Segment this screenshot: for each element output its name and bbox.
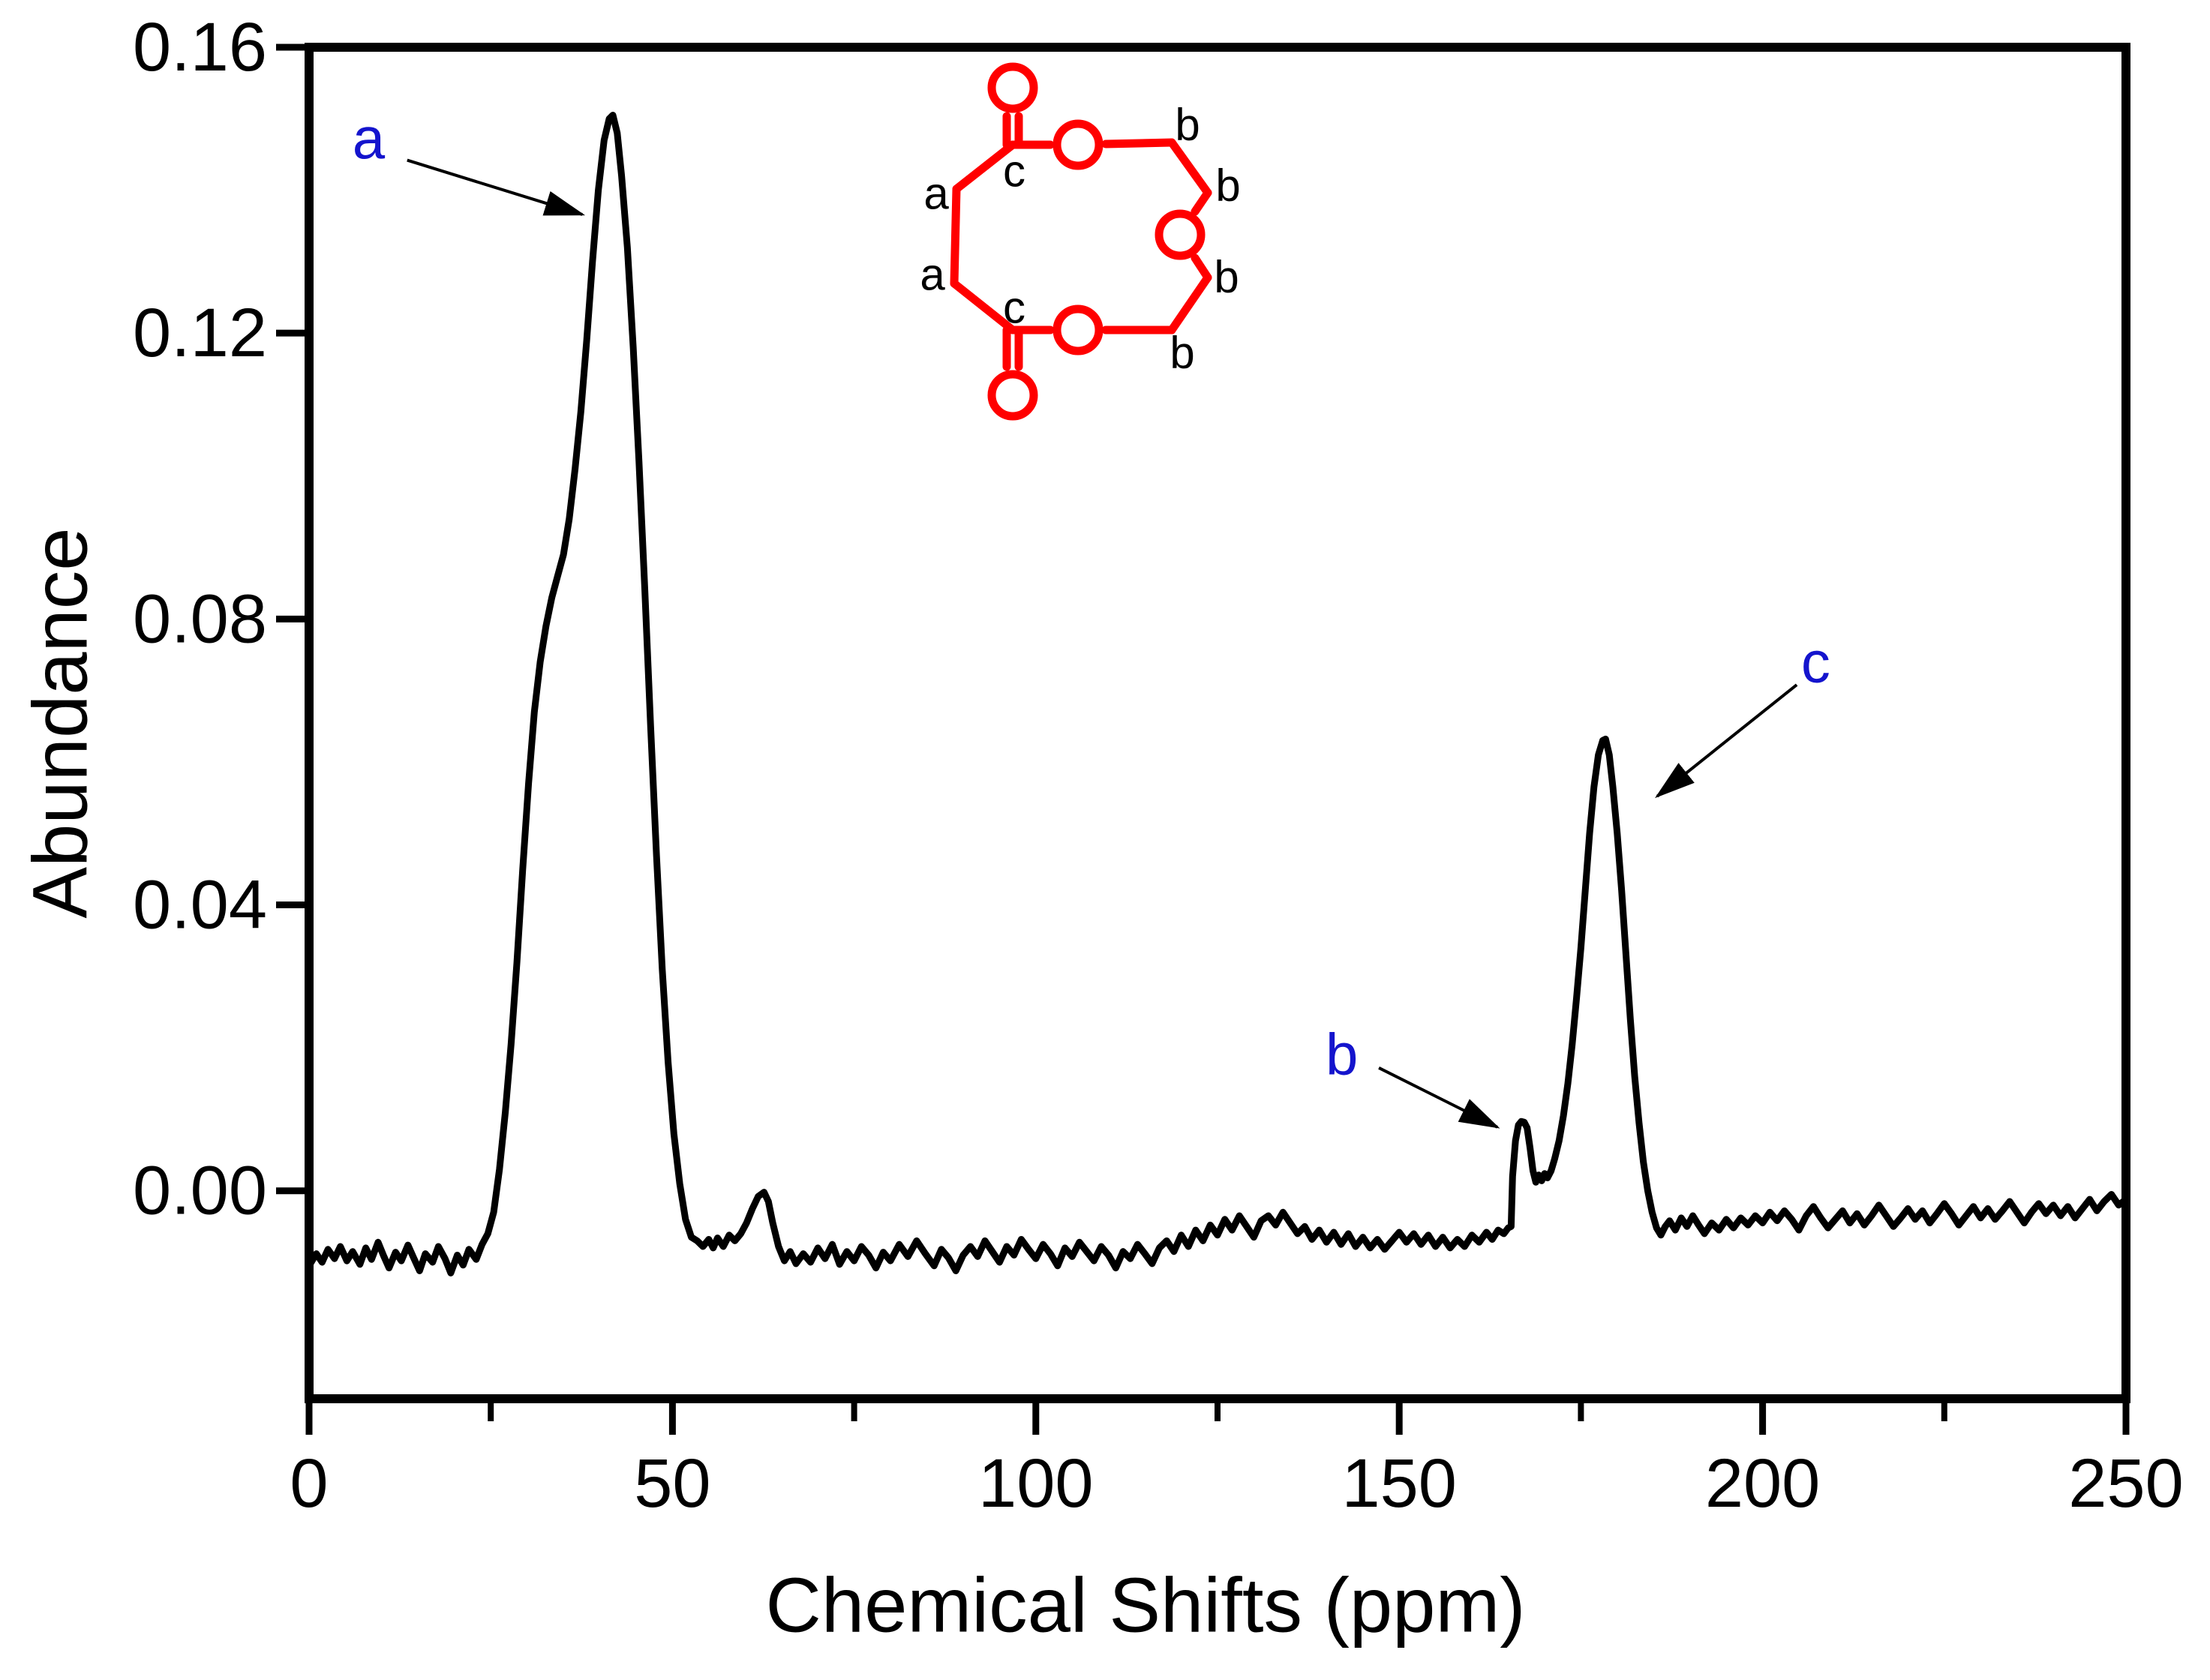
atom-label-b: b bbox=[1214, 252, 1239, 302]
y-tick-label: 0.04 bbox=[133, 867, 267, 944]
x-tick-label: 0 bbox=[290, 1445, 328, 1522]
peak-label-c: c bbox=[1801, 629, 1830, 695]
x-axis-title: Chemical Shifts (ppm) bbox=[765, 1562, 1525, 1648]
peak-label-a: a bbox=[353, 105, 386, 171]
peak-annotations: a b c bbox=[353, 105, 1830, 1129]
atom-label-c: c bbox=[1003, 146, 1025, 196]
x-tick-label: 100 bbox=[978, 1445, 1094, 1522]
atom-label-c: c bbox=[1003, 283, 1025, 333]
x-tick-label: 250 bbox=[2068, 1445, 2184, 1522]
bond bbox=[950, 184, 961, 288]
atom-label-a: a bbox=[920, 250, 945, 300]
x-tick-label: 150 bbox=[1341, 1445, 1457, 1522]
y-axis-title: Abundance bbox=[17, 527, 104, 918]
atom-label-b: b bbox=[1175, 100, 1200, 150]
axis-ticks bbox=[276, 44, 2130, 1435]
atom-label-b: b bbox=[1170, 328, 1194, 378]
bond bbox=[1191, 188, 1212, 216]
peak-arrow-a bbox=[407, 158, 586, 216]
bond bbox=[1167, 138, 1212, 197]
y-tick-label: 0.16 bbox=[133, 9, 267, 86]
bond bbox=[950, 279, 1017, 334]
atom-label-a: a bbox=[923, 169, 949, 219]
bond bbox=[952, 140, 1017, 194]
bond bbox=[1167, 273, 1212, 334]
oxygen-atom bbox=[987, 62, 1038, 113]
oxygen-atom bbox=[987, 370, 1038, 421]
x-tick-label: 50 bbox=[634, 1445, 710, 1522]
oxygen-atom bbox=[1052, 119, 1103, 170]
y-tick-label: 0.00 bbox=[133, 1153, 267, 1229]
axis-tick-labels: 0 50 100 150 200 250 0.00 0.04 0.08 0.12 0.16 bbox=[133, 9, 2184, 1522]
y-tick-label: 0.12 bbox=[133, 295, 267, 371]
oxygen-atom bbox=[1052, 304, 1103, 356]
peak-label-b: b bbox=[1326, 1022, 1358, 1088]
bond bbox=[1101, 138, 1176, 148]
y-tick-label: 0.08 bbox=[133, 580, 267, 657]
x-tick-label: 200 bbox=[1705, 1445, 1821, 1522]
atom-label-b: b bbox=[1215, 160, 1240, 211]
spectrum-trace bbox=[305, 112, 2130, 1276]
peak-arrow-b bbox=[1378, 1066, 1500, 1129]
spectrum-curve bbox=[305, 112, 2130, 1276]
peak-arrow-c bbox=[1654, 683, 1798, 799]
plot-frame bbox=[305, 43, 2130, 1403]
oxygen-atom bbox=[1155, 209, 1206, 260]
